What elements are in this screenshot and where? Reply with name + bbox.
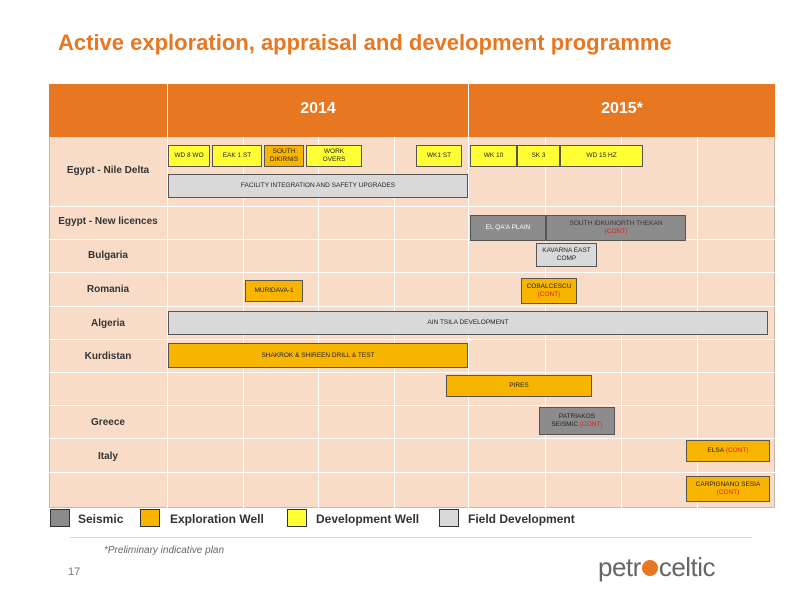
footnote: *Preliminary indicative plan xyxy=(104,545,225,556)
bar-patriakos-seismic: PATRIAKOS SEISMIC (CONT) xyxy=(539,407,615,435)
bar-cobalcescu: COBALCESCU (CONT) xyxy=(521,278,577,304)
grid-line xyxy=(167,84,168,508)
logo-dot-icon xyxy=(641,559,658,576)
legend-label-field-development: Field Development xyxy=(468,512,575,526)
row-label-egypt-new-licences: Egypt - New licences xyxy=(58,216,158,227)
grid-line xyxy=(49,372,775,373)
year-2015: 2015* xyxy=(601,100,643,117)
grid-line xyxy=(49,405,775,406)
year-2014: 2014 xyxy=(300,100,336,117)
row-label-greece: Greece xyxy=(91,417,125,428)
bar-muridava-1: MURIDAVA-1 xyxy=(245,280,303,302)
gantt-table xyxy=(49,84,775,508)
bar-wd-8-wo: WD 8 WO xyxy=(168,145,210,167)
grid-line xyxy=(49,438,775,439)
page-number: 17 xyxy=(68,566,81,578)
grid-line xyxy=(49,339,775,340)
grid-line xyxy=(49,272,775,273)
bar-south-idku-north-thekan: SOUTH IDKU/NORTH THEKAN (CONT) xyxy=(546,215,686,241)
bar-kavarna-east-comp: KAVARNA EAST COMP xyxy=(536,243,597,267)
bar-south-dikirnis: SOUTH DIKIRNIS xyxy=(264,145,304,167)
bar-wd-15-hz: WD 15 HZ xyxy=(560,145,643,167)
bar-carpignano-sesia: CARPIGNANO SESIA (CONT) xyxy=(686,476,770,502)
grid-line xyxy=(468,84,469,508)
bar-ain-tsila-development: AIN TSILA DEVELOPMENT xyxy=(168,311,768,335)
legend-swatch-seismic xyxy=(50,509,70,527)
grid-line xyxy=(49,206,775,207)
legend-swatch-exploration-well xyxy=(140,509,160,527)
row-label-kurdistan: Kurdistan xyxy=(84,351,132,362)
petroceltic-logo: petr celtic xyxy=(598,552,716,582)
legend-swatch-development-well xyxy=(287,509,307,527)
footer-divider xyxy=(70,537,752,538)
row-label-bulgaria: Bulgaria xyxy=(87,250,128,261)
legend-swatch-field-development xyxy=(439,509,459,527)
bar-shakrok-shireen: SHAKROK & SHIREEN DRILL & TEST xyxy=(168,343,468,368)
bar-eak-1-st: EAK 1 ST xyxy=(212,145,262,167)
row-label-egypt-nile-delta: Egypt - Nile Delta xyxy=(66,165,150,176)
bar-wk-10: WK 10 xyxy=(470,145,517,167)
page-title: Active exploration, appraisal and develo… xyxy=(58,30,672,55)
row-label-romania: Romania xyxy=(86,284,130,295)
row-label-italy: Italy xyxy=(97,451,118,462)
legend-label-exploration-well: Exploration Well xyxy=(170,512,264,526)
legend-label-development-well: Development Well xyxy=(316,512,420,526)
legend-label-seismic: Seismic xyxy=(78,512,124,526)
grid-line xyxy=(49,239,775,240)
grid-line xyxy=(49,472,775,473)
bar-sk-3: SK 3 xyxy=(517,145,560,167)
bar-elsa: ELSA (CONT) xyxy=(686,440,770,462)
row-label-algeria: Algeria xyxy=(91,318,125,329)
bar-pires: PIRES xyxy=(446,375,592,397)
bar-workovers: WORK OVERS xyxy=(306,145,362,167)
bar-facility-integration: FACILITY INTEGRATION AND SAFETY UPGRADES xyxy=(168,174,468,198)
bar-wk1-st: WK1 ST xyxy=(416,145,462,167)
bar-el-qaa-plain: EL QA'A PLAIN xyxy=(470,215,546,241)
gantt-header xyxy=(49,84,775,137)
grid-line xyxy=(49,306,775,307)
